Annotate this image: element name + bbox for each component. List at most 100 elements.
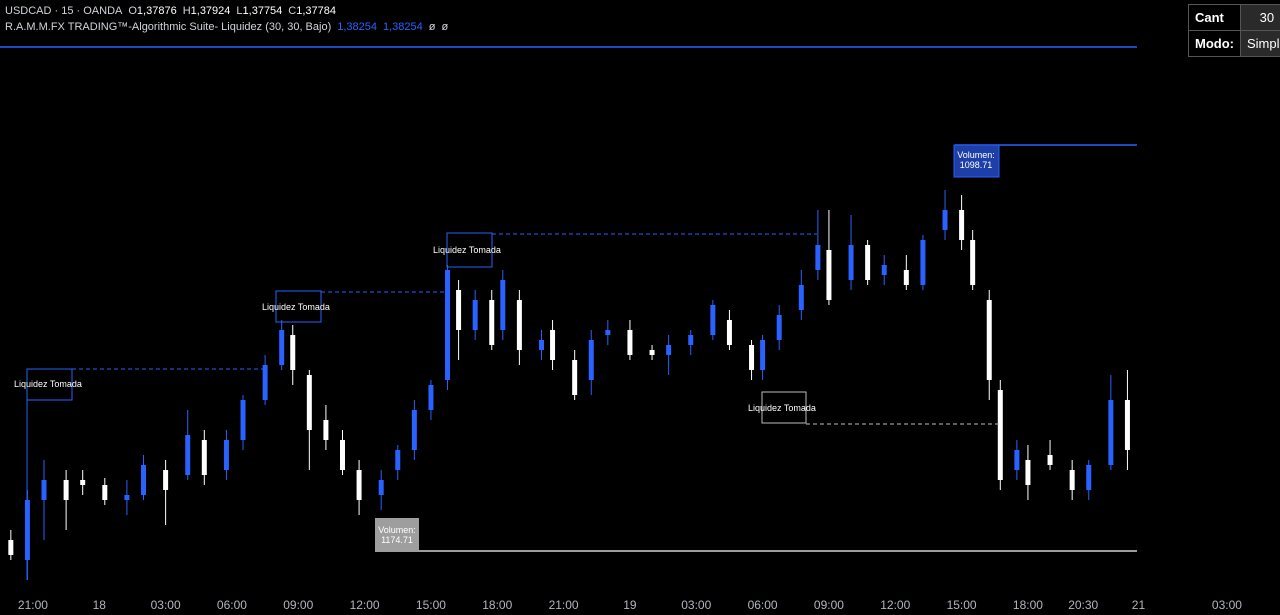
x-tick-label: 06:00 [217,598,247,612]
candles [8,190,1130,580]
candle-body [378,480,384,495]
candle-body [124,495,130,500]
x-tick-label: 15:00 [947,598,977,612]
liquidity-box [446,232,493,268]
candle-body [760,340,766,370]
ohlc-value: 1,37784 [296,5,336,17]
candle-body [826,250,832,300]
x-tick-label: 21:00 [549,598,579,612]
settings-key: Modo: [1188,30,1241,57]
candle-body [185,435,191,475]
candle-body [538,340,544,350]
liquidity-box [761,391,807,424]
settings-row: Modo:Simple [1188,30,1280,57]
candle-body [489,300,495,345]
candle-body [798,285,804,310]
x-tick-label: 03:00 [681,598,711,612]
x-tick-label: 18:00 [1013,598,1043,612]
candle-body [959,210,965,240]
liquidity-label: Liquidez Tomada [14,379,82,389]
candle-body [445,270,451,380]
candle-body [472,300,478,330]
candle-body [279,330,285,365]
volume-label: Volumen: [378,525,416,535]
candle-body [920,240,926,285]
x-tick-label: 03:00 [151,598,181,612]
candle-body [223,440,229,470]
candle-body [8,540,14,555]
settings-key: Cant [1188,4,1241,31]
settings-value: 30 [1239,4,1280,31]
candle-body [240,400,246,440]
settings-row: Cant 30 [1188,4,1280,31]
header: USDCAD · 15 · OANDA O1,37876 H1,37924 L1,37… [5,5,336,17]
candle-body [749,345,755,370]
indicator-extra: ø [429,21,436,33]
candle-body [339,440,345,470]
settings-value: Simple [1239,30,1280,57]
candle-body [666,345,672,355]
candle-body [262,365,268,400]
candle-body [1108,400,1114,465]
candle-body [516,300,522,350]
x-tick-label: 21 [1132,598,1146,612]
x-tick-label: 12:00 [350,598,380,612]
x-tick-label: 12:00 [880,598,910,612]
volume-value: 1174.71 [381,535,413,545]
liquidity-label: Liquidez Tomada [433,245,501,255]
liquidity-box [26,368,73,401]
ohlc-label: C [288,5,296,17]
candle-body [903,270,909,285]
candle-body [1069,470,1075,490]
ohlc: O1,37876 H1,37924 L1,37754 C1,37784 [128,5,336,17]
candle-body [140,465,146,495]
candle-body [456,290,462,330]
candle-body [726,320,732,345]
candle-body [102,485,108,500]
x-tick-label: 19 [623,598,637,612]
x-tick-label: 03:00 [1212,598,1242,612]
ohlc-value: 1,37924 [191,5,231,17]
candle-body [688,335,694,345]
volume-label: Volumen: [957,150,995,160]
ohlc-label: L [236,5,242,17]
indicator: R.A.M.M.FX TRADING™-Algorithmic Suite- L… [5,21,449,33]
candle-body [970,240,976,285]
volume-box [953,144,1000,178]
candle-body [627,330,633,355]
candle-body [1047,455,1053,465]
ohlc-label: H [183,5,191,17]
x-tick-label: 18 [93,598,107,612]
x-tick-label: 09:00 [283,598,313,612]
candle-body [605,330,611,335]
indicator-extra: ø [442,21,449,33]
candle-body [395,450,401,470]
x-tick-label: 21:00 [18,598,48,612]
ohlc-value: 1,37876 [137,5,177,17]
candle-body [1124,400,1130,450]
candle-body [428,385,434,410]
liquidity-annotations [26,232,1000,580]
x-tick-label: 06:00 [748,598,778,612]
candle-body [500,280,506,330]
x-tick-label: 20:30 [1068,598,1098,612]
candle-body [201,440,207,475]
candle-body [710,305,716,335]
indicator-name: R.A.M.M.FX TRADING™-Algorithmic Suite- L… [5,21,331,33]
candle-body [1086,465,1092,490]
candle-body [997,390,1003,480]
symbol: USDCAD · 15 · OANDA [5,5,123,17]
candle-body [776,315,782,340]
liquidity-box [275,290,322,323]
candle-body [848,245,854,280]
liquidity-label: Liquidez Tomada [748,403,816,413]
candle-body [63,480,69,500]
volume-value: 1098.71 [960,160,993,170]
candle-body [163,470,169,490]
candle-body [323,420,329,440]
indicator-value: 1,38254 [337,21,377,33]
candle-body [1014,450,1020,470]
indicator-value: 1,38254 [383,21,423,33]
candle-body [588,340,594,380]
